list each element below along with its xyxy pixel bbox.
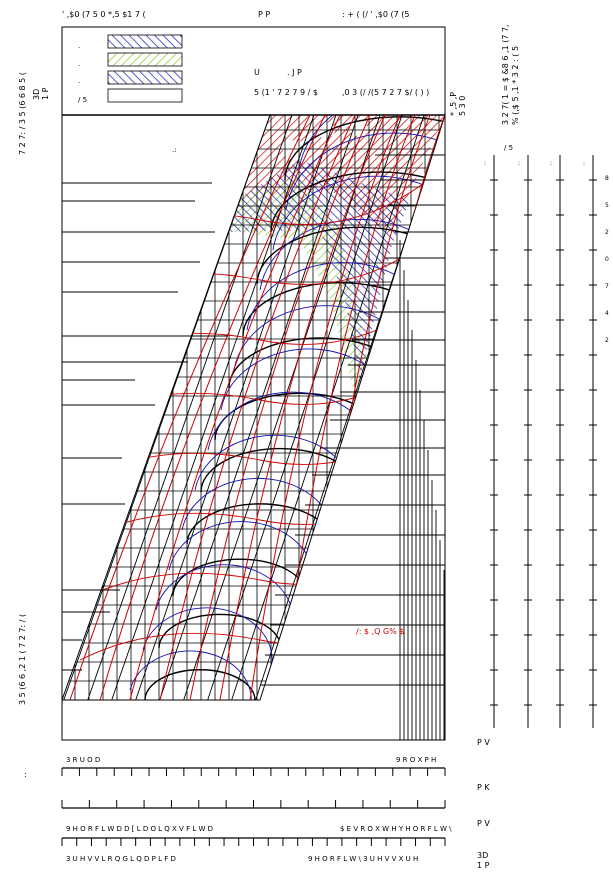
plot-frame — [61, 26, 446, 741]
legend: . . . / 5 U . J P 5 (1 ' 7 2 7 9 / $ ,0 … — [78, 34, 429, 104]
blank-area — [283, 140, 307, 160]
right-kgm-bottom: 5 3 0 — [458, 96, 467, 116]
right-kgm-top: * ,5 ,P — [449, 92, 458, 116]
efficiency-curve — [181, 477, 336, 551]
power-scale-tick-label: : — [583, 160, 585, 167]
top-label-right: : + ( (/ ' ,$0 (7 (5 — [342, 10, 409, 19]
top-label-middle: P P — [258, 10, 270, 19]
power-curve — [219, 115, 386, 700]
legend-swatch-none — [107, 88, 183, 103]
grid-slant-line — [85, 115, 293, 700]
efficiency-curve — [259, 218, 445, 311]
grid-slant-line — [109, 115, 315, 700]
pressure-curve — [284, 116, 445, 181]
grid-slant-line — [62, 115, 271, 700]
power-curve — [69, 115, 311, 700]
left-axis-title-top: 7 2 7: / 3 5 (6 6 8 5 ( — [18, 72, 27, 155]
power-scale-value: 4 — [605, 310, 609, 317]
efficiency-curve — [142, 607, 273, 671]
pressure-curve — [158, 613, 282, 649]
legend-swatch-red — [107, 34, 183, 49]
bottom-pressure-label: 3 U H V V L R Q G L Q D P L F D — [66, 855, 176, 863]
power-scale-value: 7 — [605, 283, 609, 290]
power-curve — [189, 115, 371, 700]
power-scale-value: 8 — [605, 175, 609, 182]
bottom-pv2-label: P V — [477, 819, 490, 828]
grid-slant-line — [181, 115, 381, 700]
power-scale-value: 5 — [605, 202, 609, 209]
right-reference-bars — [260, 154, 445, 740]
left-reference-bars — [62, 182, 228, 701]
legend-swatch-blue — [107, 70, 183, 85]
efficiency-curve — [272, 175, 445, 271]
left-axis-title-bottom: 3 5 (6 6 ,2 1 ( 7 2 7: / ( — [18, 614, 27, 705]
power-scale-value: 2 — [605, 337, 609, 344]
power-scale-value: 0 — [605, 256, 609, 263]
bottom-vel-pressure-label: 9 H O R F L W \ 3 U H V V X U H — [308, 855, 418, 863]
legend-mark-4: / 5 — [78, 96, 87, 104]
efficiency-curve — [285, 132, 445, 231]
legend-kgm-label: . J P — [287, 68, 302, 77]
top-label-left: ' ,$0 (7 5 0 *,5 $1 7 ( — [62, 10, 146, 19]
pressure-curve — [214, 392, 386, 441]
power-scale-value: 2 — [605, 229, 609, 236]
bottom-pk-label: P K — [477, 783, 490, 792]
chart-annotation: /: $ ,Q G% $ — [356, 627, 404, 636]
right-power-header2: % (,$ 5 ,1 * 3 2 : ( 5 — [511, 46, 520, 125]
power-curve — [249, 115, 401, 700]
legend-rated-label: 5 (1 ' 7 2 7 9 / $ — [254, 88, 318, 97]
power-curve — [129, 115, 341, 700]
efficiency-curve — [298, 115, 445, 191]
power-scale-tick-label: : — [484, 160, 486, 167]
legend-rpm-label: U — [254, 68, 260, 77]
grid-slant-line — [157, 115, 359, 700]
power-scale-tick-label: : — [518, 160, 520, 167]
bottom-prop-label: 3 R U O D — [66, 756, 100, 764]
bottom-abs-vel-label: $ E V R O X W H Y H O R F L W \ — [340, 825, 452, 833]
chart-dots: .: — [172, 146, 177, 154]
left-unit-pa: 3D — [32, 89, 41, 100]
legend-swatch-green — [107, 52, 183, 67]
left-unit-nm: 1 P — [41, 87, 50, 100]
legend-mark-1: . — [78, 42, 80, 50]
right-power-header: 3 2 7( 1 = $ &8 6 ,1 (7 7, — [501, 24, 510, 125]
bottom-vol-label: 9 R O X P H — [396, 756, 436, 764]
legend-mark-3: . — [78, 77, 80, 85]
bottom-vel-axial-label: 9 H O R F L W D D [ L D O L Q X V F L W … — [66, 825, 213, 833]
pressure-curve — [256, 226, 445, 285]
grid-slant-line — [229, 115, 425, 700]
power-curve — [159, 115, 356, 700]
bottom-nm-label: 1 P — [477, 861, 490, 870]
left-colon: : — [24, 770, 27, 779]
power-curve — [99, 115, 326, 700]
bottom-scales — [61, 767, 446, 846]
efficiency-curve — [129, 650, 252, 700]
bottom-pa-label: 3D — [477, 851, 488, 860]
bottom-pv1-label: P V — [477, 738, 490, 747]
legend-limit-label: ,0 3 (/ /(5 7 2 7 $/ ( ) ) — [342, 88, 429, 97]
power-scale-tick-label: : — [550, 160, 552, 167]
legend-mark-2: . — [78, 60, 80, 68]
right-ls-label: / 5 — [504, 144, 513, 152]
